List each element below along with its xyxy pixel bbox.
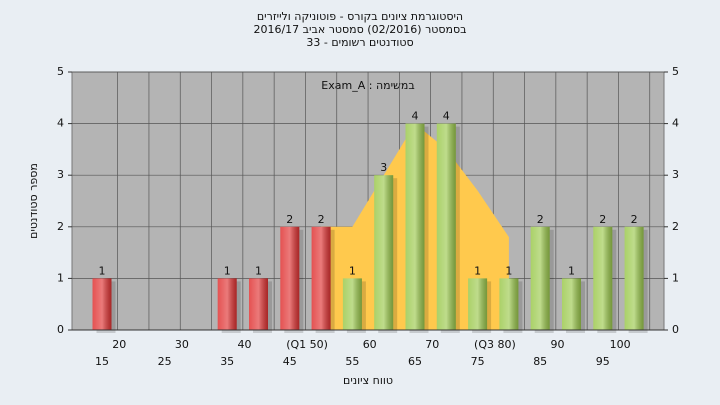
y-tick-label: 0 [57, 323, 64, 336]
bar-shade [499, 278, 519, 330]
x-tick-label: 35 [220, 355, 234, 368]
bar-shade [92, 278, 112, 330]
bar-shade [624, 226, 644, 330]
bar-shade [342, 278, 362, 330]
value-label: 1 [568, 264, 575, 277]
bar-shade [374, 175, 394, 330]
y-tick-label: 4 [57, 117, 64, 130]
value-label: 2 [537, 213, 544, 226]
x-tick-label: 20 [112, 338, 126, 351]
value-label: 2 [599, 213, 606, 226]
x-tick-label: 30 [175, 338, 189, 351]
chart-title: היסטוגרמת ציונים בקורס - פוטוניקה ולייזר… [257, 10, 463, 23]
x-tick-label: (Q3 80) [474, 338, 516, 351]
x-tick-label: 95 [596, 355, 610, 368]
value-label: 1 [474, 264, 481, 277]
x-tick-label: 55 [345, 355, 359, 368]
x-tick-label: 85 [533, 355, 547, 368]
value-label: 1 [224, 264, 231, 277]
chart-subtitle: בסמסטר (02/2016) סמסטר אביב 2016/17 [253, 23, 466, 36]
y2-tick-label: 2 [672, 220, 679, 233]
y2-tick-label: 1 [672, 271, 679, 284]
bar-shade [593, 226, 613, 330]
bar-shade [468, 278, 488, 330]
value-label: 2 [286, 213, 293, 226]
y2-tick-label: 3 [672, 168, 679, 181]
bar-shade [405, 123, 425, 330]
y2-tick-label: 0 [672, 323, 679, 336]
x-tick-label: 70 [425, 338, 439, 351]
x-tick-label: 25 [158, 355, 172, 368]
value-label: 4 [443, 110, 450, 123]
value-label: 2 [631, 213, 638, 226]
y-tick-label: 3 [57, 168, 64, 181]
y-tick-label: 5 [57, 65, 64, 78]
bar-shade [311, 226, 331, 330]
x-tick-label: 60 [363, 338, 377, 351]
y2-tick-label: 4 [672, 117, 679, 130]
bar-shade [562, 278, 581, 330]
x-tick-label: 15 [95, 355, 109, 368]
value-label: 1 [255, 264, 262, 277]
x-tick-label: (Q1 50) [286, 338, 328, 351]
x-tick-label: 75 [471, 355, 485, 368]
value-label: 4 [412, 110, 419, 123]
x-tick-label: 45 [283, 355, 297, 368]
y2-tick-label: 5 [672, 65, 679, 78]
bar-shade [280, 226, 300, 330]
x-tick-label: 100 [610, 338, 631, 351]
value-label: 1 [505, 264, 512, 277]
x-axis-label: טווח ציונים [343, 374, 393, 387]
y-tick-label: 2 [57, 220, 64, 233]
y-axis-label: מספר סטודנטים [27, 163, 40, 239]
bar-shade [217, 278, 237, 330]
x-tick-label: 40 [238, 338, 252, 351]
x-tick-label: 90 [551, 338, 565, 351]
chart-subtitle: סטודנטים רשומים - 33 [306, 36, 413, 49]
value-label: 1 [99, 264, 106, 277]
x-tick-label: 65 [408, 355, 422, 368]
bar-shade [249, 278, 268, 330]
value-label: 3 [380, 161, 387, 174]
y-tick-label: 1 [57, 271, 64, 284]
bar-shade [530, 226, 550, 330]
value-label: 1 [349, 264, 356, 277]
bar-shade [436, 123, 456, 330]
value-label: 2 [318, 213, 325, 226]
